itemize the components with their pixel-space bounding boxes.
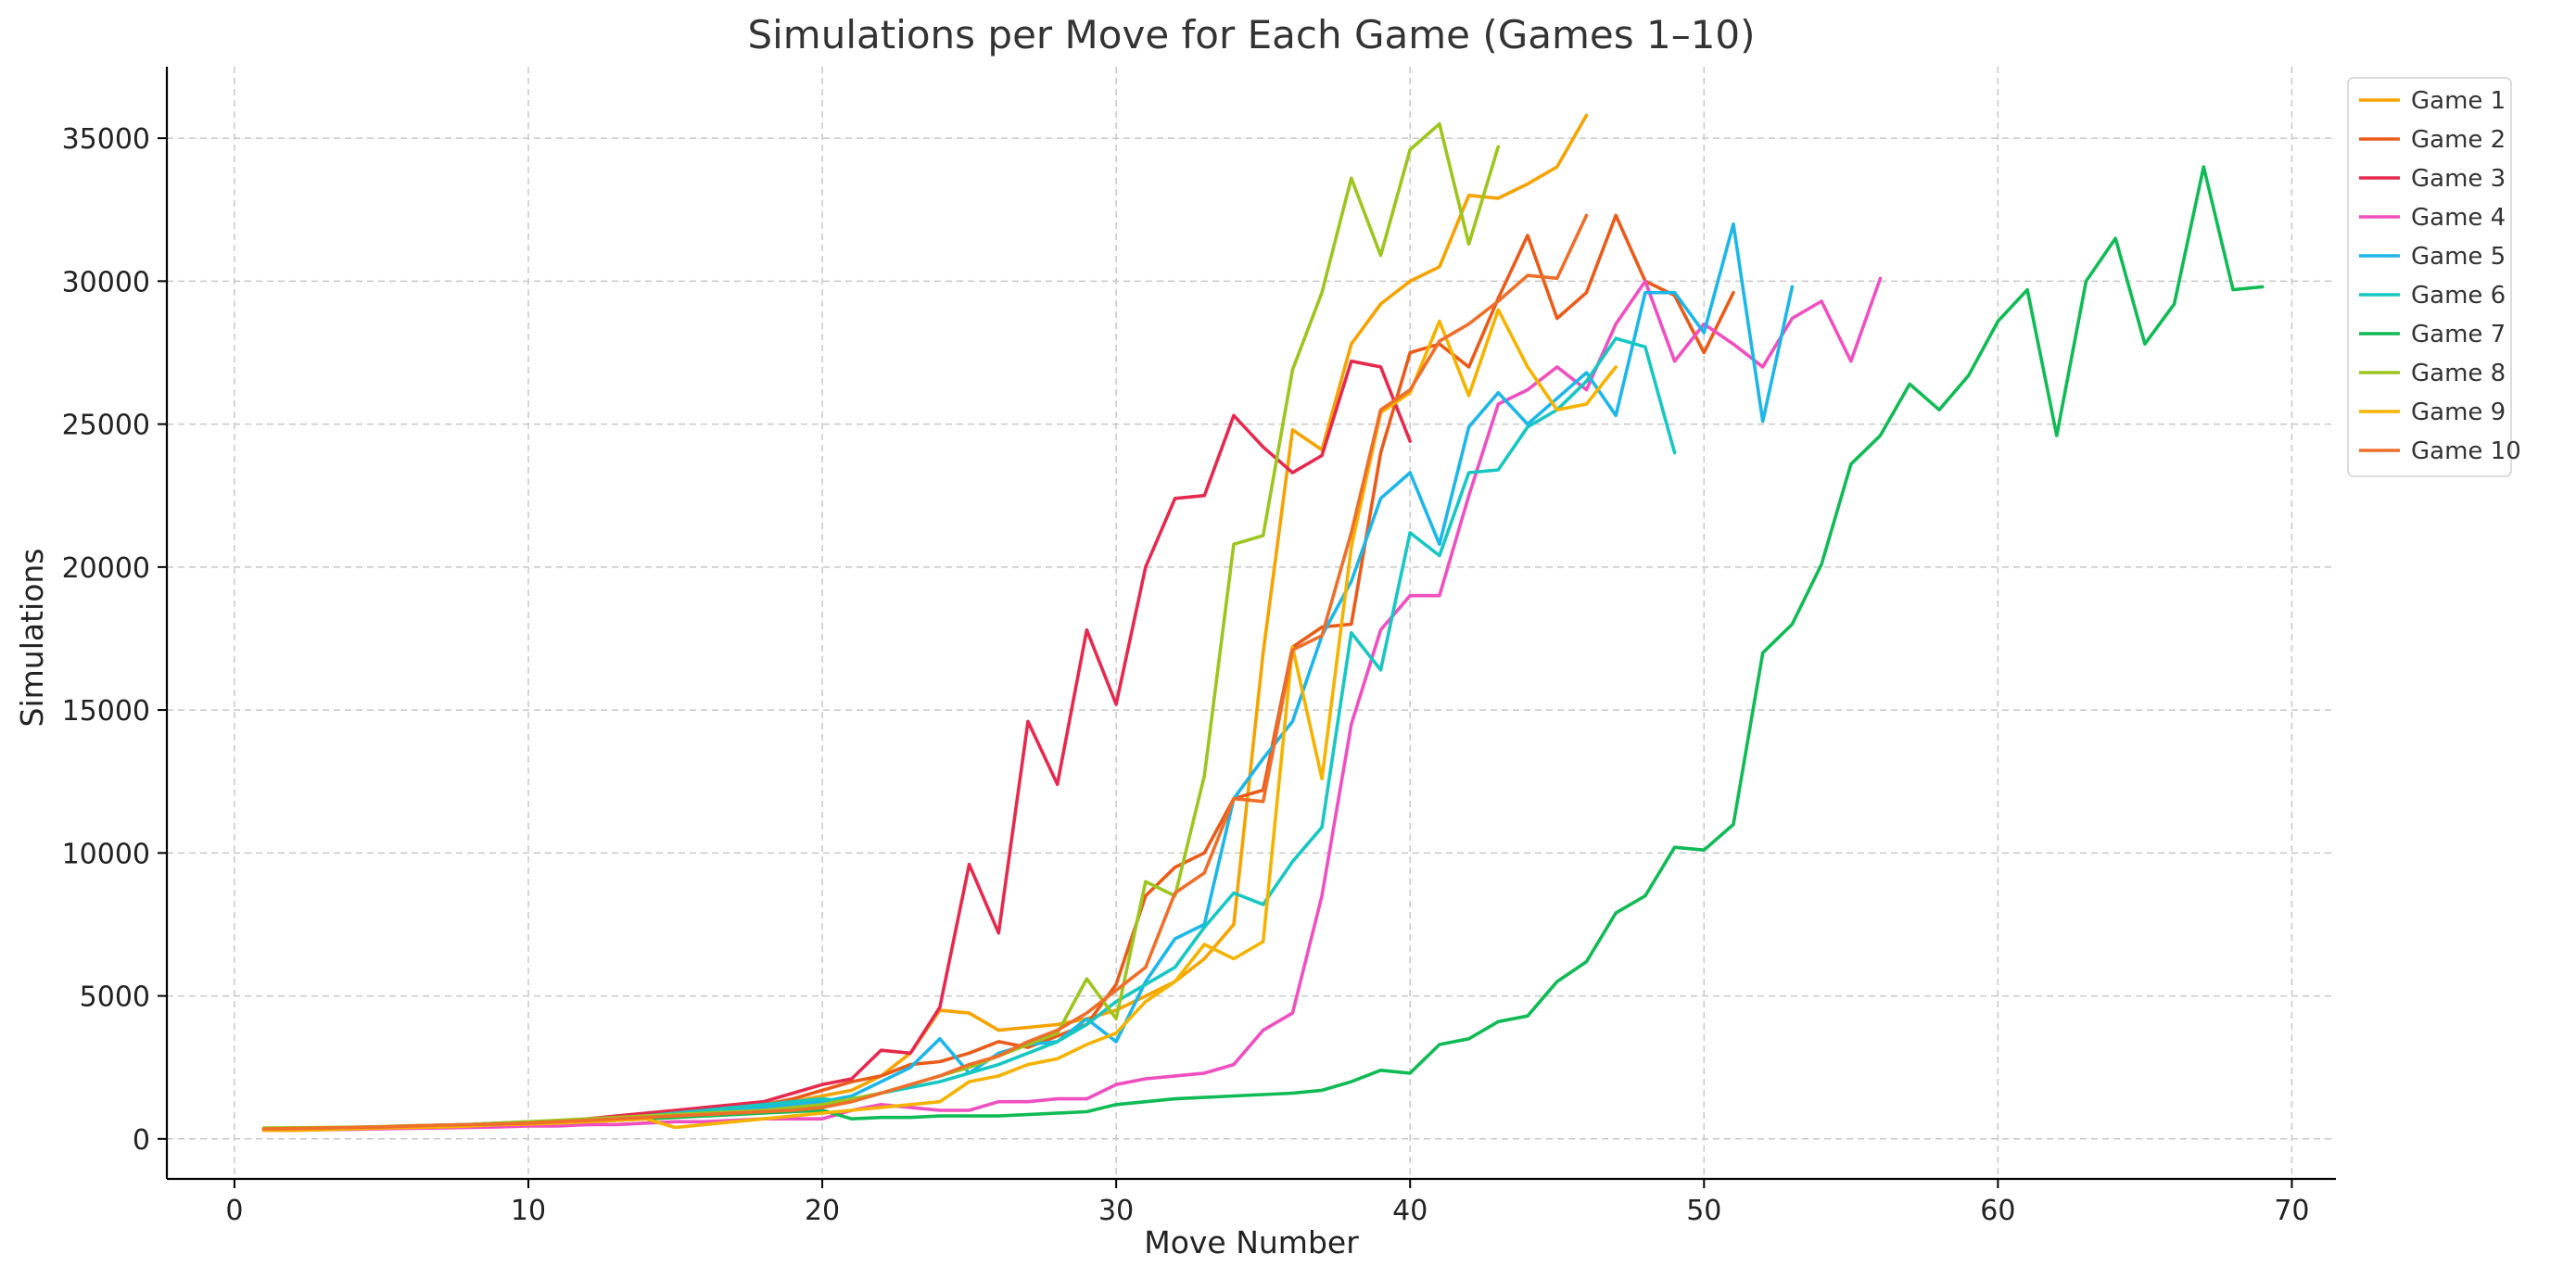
y-tick-label: 20000	[62, 552, 150, 585]
x-axis-label: Move Number	[1144, 1224, 1359, 1260]
legend-label: Game 2	[2411, 126, 2506, 154]
x-tick-label: 10	[511, 1195, 546, 1227]
y-axis-label: Simulations	[14, 549, 50, 728]
series-line-game-8	[261, 121, 1501, 1130]
x-tick-label: 70	[2274, 1195, 2309, 1227]
plot-area	[261, 113, 2265, 1133]
legend-label: Game 8	[2411, 360, 2506, 387]
legend-label: Game 3	[2411, 165, 2506, 193]
chart-title: Simulations per Move for Each Game (Game…	[747, 12, 1755, 57]
y-tick-label: 0	[133, 1124, 150, 1157]
x-tick-label: 30	[1098, 1195, 1134, 1227]
grid	[167, 67, 2336, 1179]
axes: 0 10 20 30 40 50 60 70 0 5000 10000 15000 20000 25000…	[62, 67, 2336, 1227]
x-tick-label: 20	[805, 1195, 840, 1227]
legend: Game 1 Game 2 Game 3 Game 4 Game 5 Game 6 Game…	[2347, 77, 2521, 477]
y-tick-label: 35000	[62, 123, 150, 156]
series-line-game-5	[261, 222, 1795, 1132]
y-tick-label: 25000	[62, 410, 150, 442]
legend-label: Game 1	[2411, 87, 2506, 115]
legend-label: Game 7	[2411, 321, 2506, 348]
legend-label: Game 5	[2411, 243, 2506, 271]
legend-label: Game 4	[2411, 204, 2506, 232]
x-tick-label: 0	[225, 1195, 243, 1227]
y-tick-label: 30000	[62, 266, 150, 298]
y-tick-label: 10000	[62, 838, 150, 870]
legend-label: Game 6	[2411, 282, 2506, 310]
y-tick-label: 5000	[80, 981, 150, 1014]
series-line-game-2	[261, 213, 1735, 1131]
x-tick-label: 40	[1392, 1195, 1428, 1227]
series-line-game-4	[261, 276, 1883, 1133]
x-tick-label: 60	[1980, 1195, 2015, 1227]
series-line-game-3	[261, 359, 1412, 1131]
legend-label: Game 9	[2411, 399, 2506, 426]
series-line-game-10	[261, 213, 1589, 1131]
x-tick-label: 50	[1686, 1195, 1721, 1227]
y-tick-label: 15000	[62, 695, 150, 728]
legend-label: Game 10	[2411, 437, 2521, 465]
